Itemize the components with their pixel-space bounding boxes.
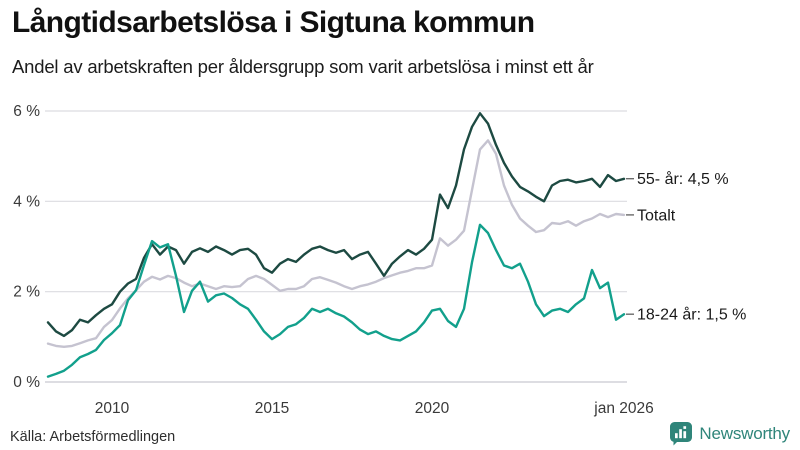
end-label-1824: 18-24 år: 1,5 % [637,306,746,324]
y-tick-6: 6 % [13,103,40,120]
chart-subtitle: Andel av arbetskraften per åldersgrupp s… [12,56,594,77]
chart-title: Långtidsarbetslösa i Sigtuna kommun [12,6,535,39]
series-line-totalt [46,139,626,348]
series-lines [46,112,626,378]
x-tick-2015: 2015 [255,400,289,417]
source-note: Källa: Arbetsförmedlingen [10,429,176,445]
x-axis: 2010 2015 2020 jan 2026 [95,400,654,417]
x-tick-2020: 2020 [415,400,450,417]
newsworthy-wordmark: Newsworthy [699,423,790,443]
series-line-55-år [46,112,626,338]
y-tick-0: 0 % [13,374,40,391]
gridlines [45,110,627,383]
y-axis: 6 % 4 % 2 % 0 % [13,103,40,391]
x-tick-2010: 2010 [95,400,130,417]
series-end-labels: 55- år: 4,5 % Totalt 18-24 år: 1,5 % [626,170,746,324]
end-label-55: 55- år: 4,5 % [637,170,729,188]
end-label-totalt: Totalt [637,207,676,224]
newsworthy-logo[interactable]: Newsworthy [669,421,790,446]
newsworthy-bar-chart-icon [670,422,693,446]
series-line-18-24-år [46,223,626,378]
y-tick-2: 2 % [13,284,40,301]
y-tick-4: 4 % [13,193,40,210]
x-tick-jan2026: jan 2026 [593,400,653,417]
